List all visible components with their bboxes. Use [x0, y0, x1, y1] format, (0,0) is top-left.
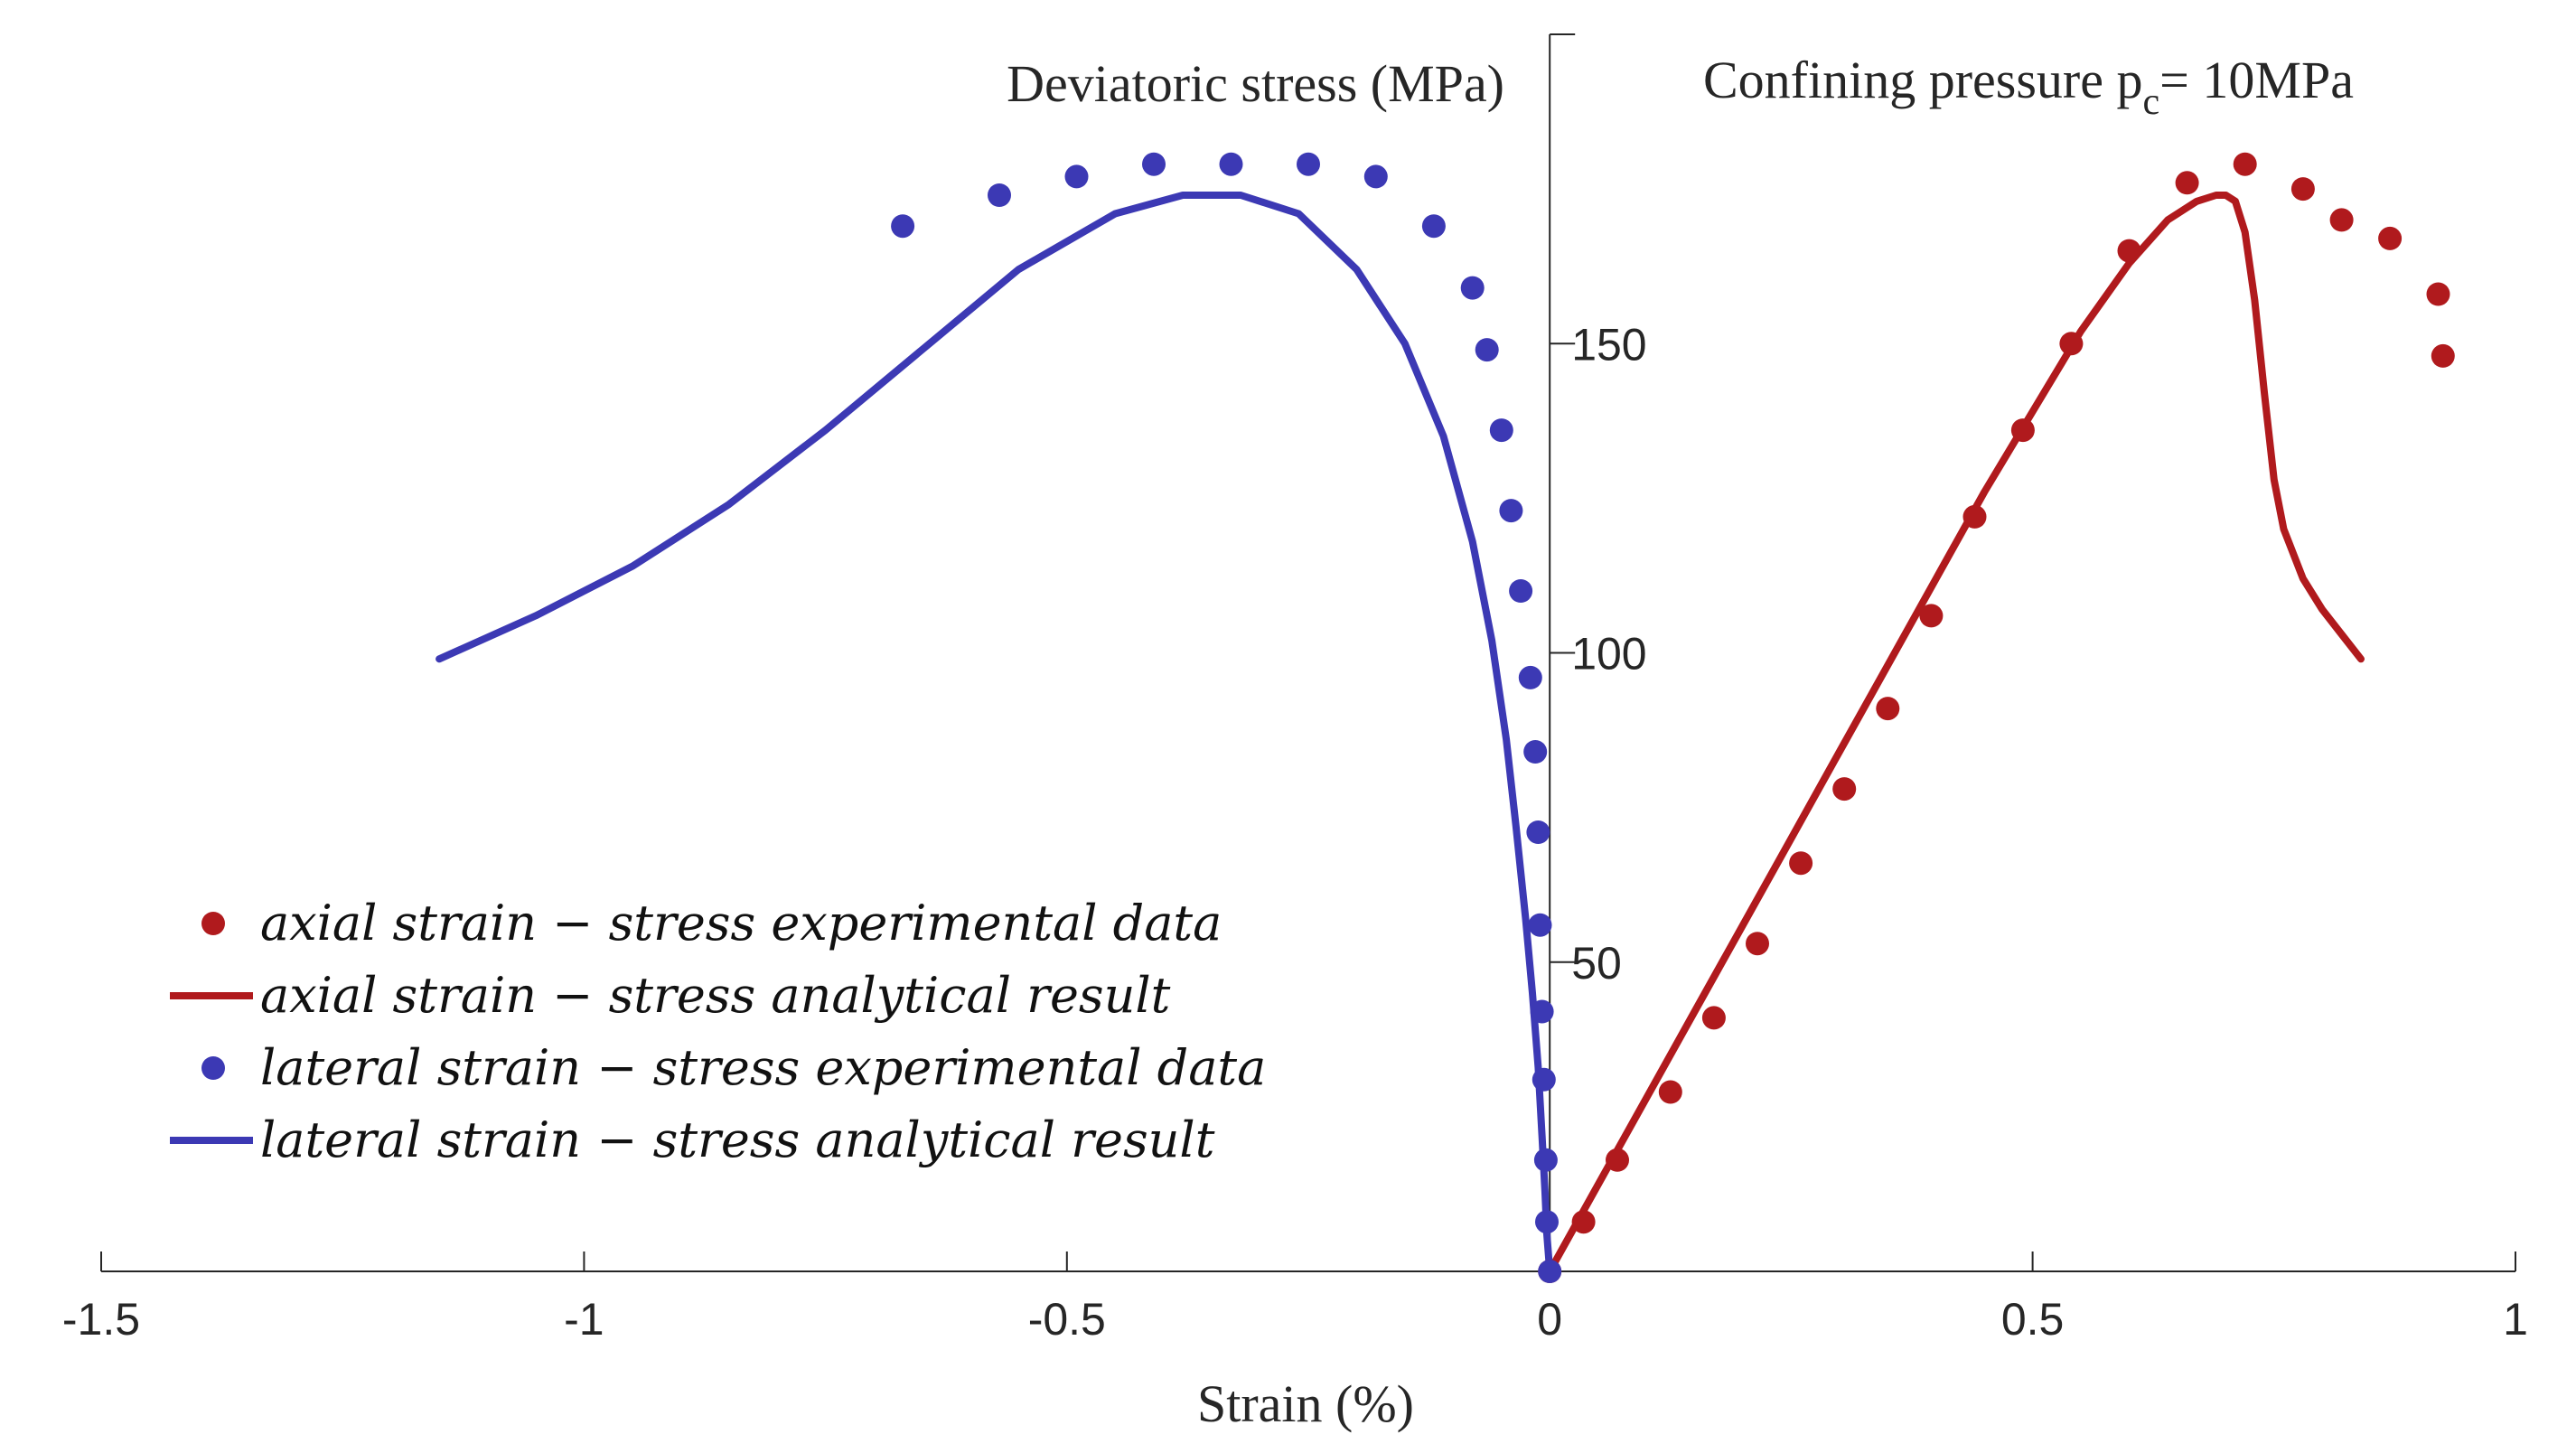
data-point: [1701, 1006, 1726, 1030]
data-point: [1532, 1067, 1556, 1092]
data-point: [2426, 282, 2450, 306]
data-point: [1606, 1148, 1629, 1172]
annotation-subscript: c: [2143, 81, 2160, 123]
legend-marker-lateral-data: [201, 1056, 225, 1080]
data-point: [2290, 177, 2315, 202]
annotation-main-text: Confining pressure p: [1703, 51, 2143, 109]
data-point: [1509, 579, 1533, 603]
legend-label-axial-result: axial strain − stress analytical result: [260, 967, 1171, 1024]
data-point: [2059, 332, 2084, 356]
data-point: [1530, 999, 1554, 1024]
data-point: [1523, 740, 1548, 764]
data-point: [1832, 777, 1857, 801]
data-point: [1499, 499, 1523, 523]
y-axis-label: Deviatoric stress (MPa): [1007, 54, 1504, 113]
data-point: [1518, 665, 1542, 689]
legend-label-lateral-result: lateral strain − stress analytical resul…: [260, 1111, 1215, 1168]
data-point: [1658, 1080, 1682, 1104]
data-point: [2010, 418, 2035, 443]
data-point: [2233, 152, 2257, 176]
data-point: [1533, 1148, 1558, 1172]
data-point: [1363, 164, 1388, 189]
data-point: [1421, 214, 1446, 239]
series-line: [436, 192, 1554, 1275]
data-point: [988, 183, 1011, 207]
data-point: [891, 214, 915, 239]
data-point: [1876, 697, 1900, 721]
x-tick-label: -0.5: [1028, 1294, 1106, 1345]
data-point: [1538, 1260, 1562, 1283]
data-point: [1789, 851, 1813, 876]
legend-marker-axial-data: [201, 912, 225, 935]
confining-pressure-annotation: Confining pressure pc= 10MPa: [1703, 51, 2354, 123]
x-tick-label: -1.5: [62, 1294, 140, 1345]
x-tick-label: 0.5: [2001, 1294, 2065, 1345]
data-point: [2329, 208, 2354, 232]
data-point: [1526, 820, 1550, 844]
data-point: [1142, 152, 1166, 176]
y-tick-label: 150: [1571, 319, 1646, 370]
data-point: [1460, 276, 1485, 300]
legend: axial strain − stress experimental data …: [170, 895, 1266, 1168]
y-tick-label: 100: [1571, 629, 1646, 680]
data-point: [1528, 913, 1552, 937]
data-point: [2378, 226, 2403, 250]
data-point: [2175, 171, 2199, 195]
x-tick-label: 1: [2503, 1294, 2528, 1345]
data-point: [1571, 1210, 1596, 1234]
series-line: [1546, 192, 2365, 1275]
data-point: [1475, 338, 1499, 362]
x-tick-label: 0: [1537, 1294, 1562, 1345]
data-point: [2117, 239, 2141, 263]
data-point: [1919, 604, 1944, 628]
y-tick-label: 50: [1571, 938, 1622, 989]
data-point: [1489, 418, 1513, 443]
data-point: [1535, 1210, 1559, 1234]
data-point: [1219, 152, 1243, 176]
x-tick-label: -1: [564, 1294, 604, 1345]
legend-label-axial-data: axial strain − stress experimental data: [260, 895, 1222, 951]
x-axis-label: Strain (%): [1197, 1374, 1414, 1433]
data-point: [1297, 152, 1320, 176]
data-point: [1746, 932, 1769, 956]
data-point: [1064, 164, 1089, 189]
data-point: [2431, 343, 2455, 368]
plot-area: [436, 152, 2455, 1283]
legend-label-lateral-data: lateral strain − stress experimental dat…: [260, 1039, 1266, 1096]
annotation-suffix: = 10MPa: [2159, 51, 2354, 109]
data-point: [1962, 504, 1987, 529]
